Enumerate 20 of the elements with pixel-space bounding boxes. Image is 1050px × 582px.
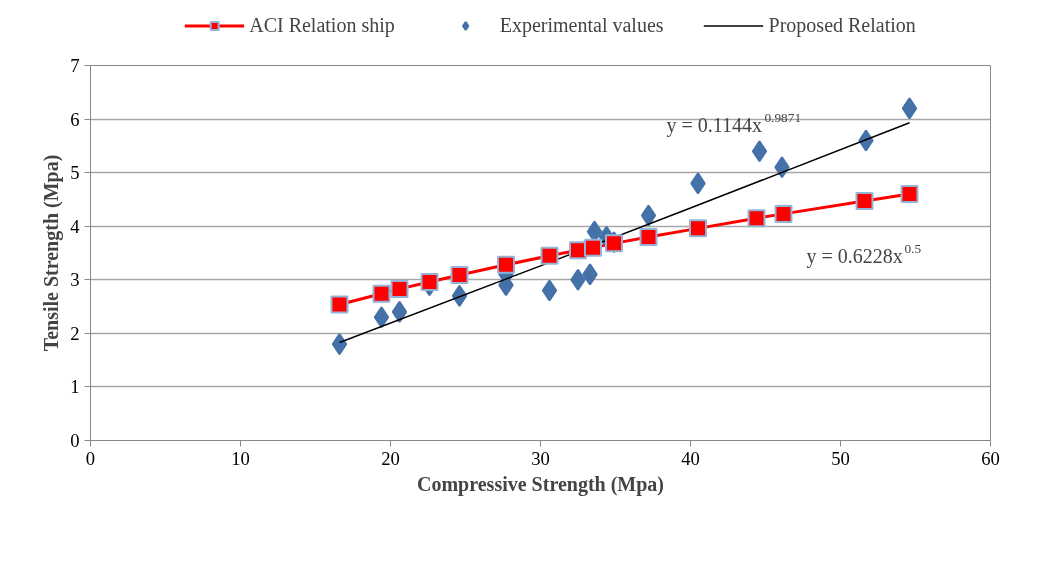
x-tick-label: 60 [981,447,1000,469]
y-axis-title: Tensile Strength (Mpa) [40,154,64,352]
x-tick-label: 20 [381,447,400,469]
y-tick-label: 7 [70,55,80,76]
x-tick-label: 10 [231,447,250,469]
legend-label: Proposed Relation [768,13,916,37]
y-tick-label: 3 [70,269,80,291]
x-axis-title: Compressive Strength (Mpa) [416,472,665,496]
x-tick-label: 30 [531,447,550,469]
y-tick-label: 4 [70,215,81,237]
y-tick-label: 2 [70,322,80,344]
y-tick-label: 6 [70,108,80,130]
x-tick-label: 0 [85,447,96,469]
x-tick-label: 50 [831,447,850,469]
y-tick-label: 5 [70,162,80,184]
y-tick-label: 0 [70,430,80,451]
legend-label: ACI Relation ship [249,13,395,37]
y-tick-label: 1 [70,376,80,398]
x-tick-label: 40 [681,447,700,469]
legend-label: Experimental values [499,13,664,37]
